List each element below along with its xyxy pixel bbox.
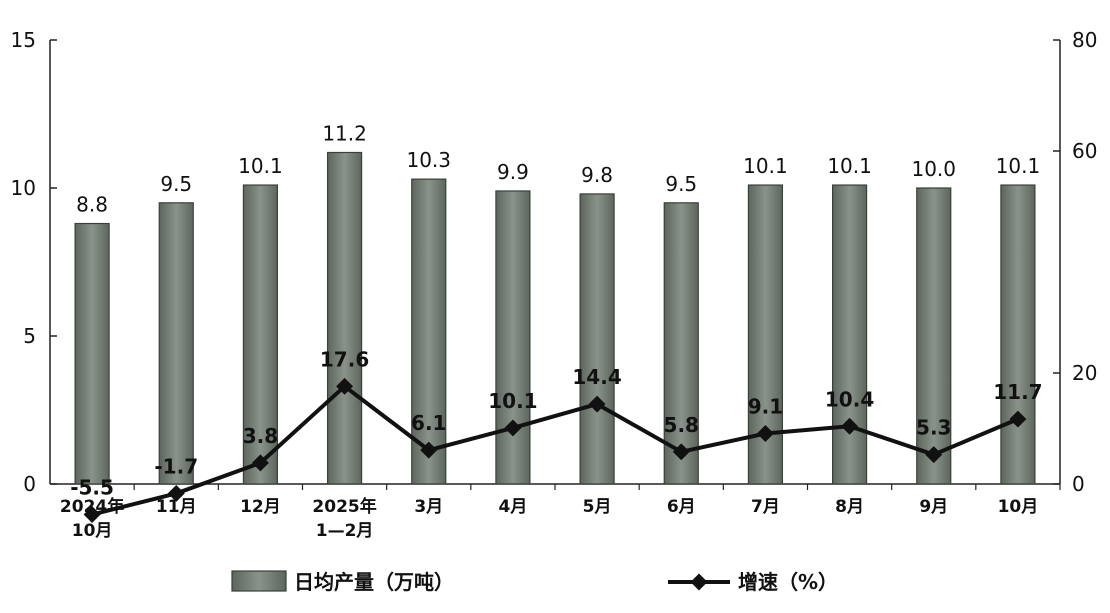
growth-value-label: -5.5: [70, 476, 114, 500]
y-left-tick-label: 15: [11, 28, 36, 52]
x-tick-label: 5月: [583, 497, 612, 517]
x-tick-label: 9月: [919, 497, 948, 517]
x-tick-label: 1—2月: [316, 521, 374, 541]
bar: [326, 151, 363, 485]
bar: [916, 187, 952, 485]
bar-value-label: 10.1: [238, 154, 283, 178]
bar-value-label: 10.3: [406, 148, 451, 172]
bar-value-label: 9.5: [665, 172, 697, 196]
x-tick-label: 10月: [998, 497, 1039, 517]
growth-point: [841, 417, 859, 435]
legend-line-marker: [690, 573, 708, 591]
bar: [831, 184, 868, 485]
bar: [74, 222, 110, 485]
legend-line-label: 增速（%）: [738, 570, 838, 594]
growth-point: [420, 441, 438, 459]
legend: 日均产量（万吨） 增速（%）: [231, 570, 838, 594]
growth-value-label: -1.7: [154, 454, 198, 478]
bars: [74, 151, 1036, 485]
growth-value-label: 17.6: [320, 347, 369, 371]
x-tick-label: 12月: [240, 497, 281, 517]
growth-line-path: [91, 384, 1019, 517]
bar-value-label: 10.1: [827, 154, 872, 178]
growth-value-label: 11.7: [993, 380, 1042, 404]
bar: [495, 190, 531, 485]
bar-value-label: 10.1: [743, 154, 788, 178]
axes: 05101502060802024年10月11月12月2025年1—2月3月4月…: [11, 28, 1098, 541]
y-right-tick-label: 80: [1072, 28, 1097, 52]
x-tick-label: 10月: [72, 521, 113, 541]
y-right-tick-label: 60: [1072, 139, 1097, 163]
growth-value-label: 5.8: [664, 413, 699, 437]
growth-value-label: 3.8: [243, 424, 278, 448]
bar-value-label: 10.0: [911, 157, 956, 181]
data-labels: 8.8 9.5 10.1 11.2 10.3 9.9 9.8 9.5 10.1 10.1 10.0 1…: [70, 121, 1042, 499]
bar-value-label: 9.5: [160, 172, 192, 196]
bar: [158, 202, 194, 485]
y-left-tick-label: 5: [23, 324, 36, 348]
bar: [242, 184, 279, 485]
x-tick-label: 8月: [835, 497, 864, 517]
growth-value-label: 14.4: [572, 365, 621, 389]
growth-point: [925, 446, 943, 464]
legend-bar-label: 日均产量（万吨）: [294, 570, 454, 594]
growth-point: [672, 443, 690, 461]
bar-value-label: 9.9: [497, 160, 529, 184]
bar: [411, 178, 447, 485]
growth-value-label: 10.1: [488, 389, 537, 413]
bar: [1000, 184, 1036, 485]
y-right-tick-label: 20: [1072, 361, 1097, 385]
bar-value-label: 8.8: [76, 193, 108, 217]
x-tick-label: 11月: [156, 497, 197, 517]
growth-point: [588, 395, 606, 413]
growth-point: [336, 377, 354, 395]
growth-value-label: 9.1: [748, 394, 783, 418]
growth-point: [167, 484, 185, 502]
growth-value-label: 6.1: [411, 411, 446, 435]
bar-value-label: 9.8: [581, 163, 613, 187]
growth-value-label: 10.4: [825, 387, 874, 411]
bar-value-label: 11.2: [322, 121, 367, 145]
x-tick-label: 6月: [667, 497, 696, 517]
x-tick-label: 3月: [414, 497, 443, 517]
y-left-tick-label: 0: [23, 472, 36, 496]
bar: [663, 202, 699, 485]
growth-point: [756, 425, 774, 442]
y-left-tick-label: 10: [11, 176, 36, 200]
bar-value-label: 10.1: [996, 154, 1041, 178]
y-right-tick-label: 0: [1072, 472, 1085, 496]
growth-value-label: 5.3: [916, 416, 951, 440]
x-tick-label: 7月: [751, 497, 780, 517]
growth-point: [1009, 410, 1027, 428]
legend-bar-swatch: [231, 570, 287, 592]
x-tick-label: 4月: [498, 497, 527, 517]
growth-point: [251, 454, 269, 472]
bar: [579, 193, 615, 485]
growth-line: [83, 377, 1027, 524]
x-tick-label: 2025年: [312, 496, 376, 517]
